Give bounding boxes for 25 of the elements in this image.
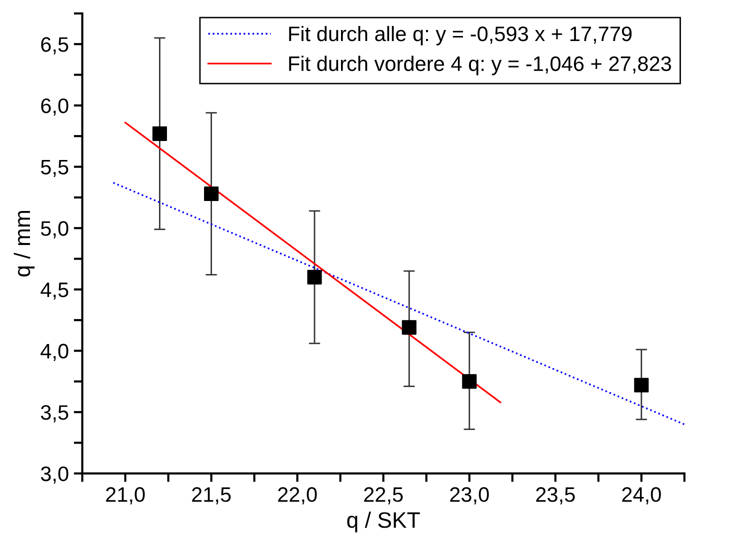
x-tick-label: 21,0 xyxy=(106,487,145,504)
y-tick-label: 6,0 xyxy=(41,98,68,116)
y-axis-title: q / mm xyxy=(14,210,35,276)
point xyxy=(402,320,416,335)
y-tick-label: 4,5 xyxy=(40,282,68,300)
x-tick-label: 24,0 xyxy=(622,487,661,504)
point xyxy=(462,374,477,389)
x-tick-label: 22,0 xyxy=(278,487,317,504)
x-tick-label: 23,0 xyxy=(450,487,489,504)
y-tick-label: 3,0 xyxy=(40,466,68,484)
x-axis-title: q / SKT xyxy=(347,512,420,532)
x-tick-label: 21,5 xyxy=(192,487,231,504)
x-tick-label: 22,5 xyxy=(364,487,403,504)
y-tick-label: 3,5 xyxy=(40,405,68,422)
legend-label: Fit durch alle q: y = -0,593 x + 17,779 xyxy=(289,26,632,46)
legend-label: Fit durch vordere 4 q: y = -1,046 + 27,823 xyxy=(289,56,672,76)
y-tick-label: 4,0 xyxy=(40,344,68,361)
y-tick-label: 6,5 xyxy=(41,37,68,54)
y-tick-label: 5,0 xyxy=(40,221,68,238)
x-tick-label: 23,5 xyxy=(536,487,575,504)
point xyxy=(307,270,322,284)
point xyxy=(152,126,167,141)
point xyxy=(204,186,219,202)
y-tick-label: 5,5 xyxy=(40,160,68,177)
point xyxy=(634,378,649,392)
